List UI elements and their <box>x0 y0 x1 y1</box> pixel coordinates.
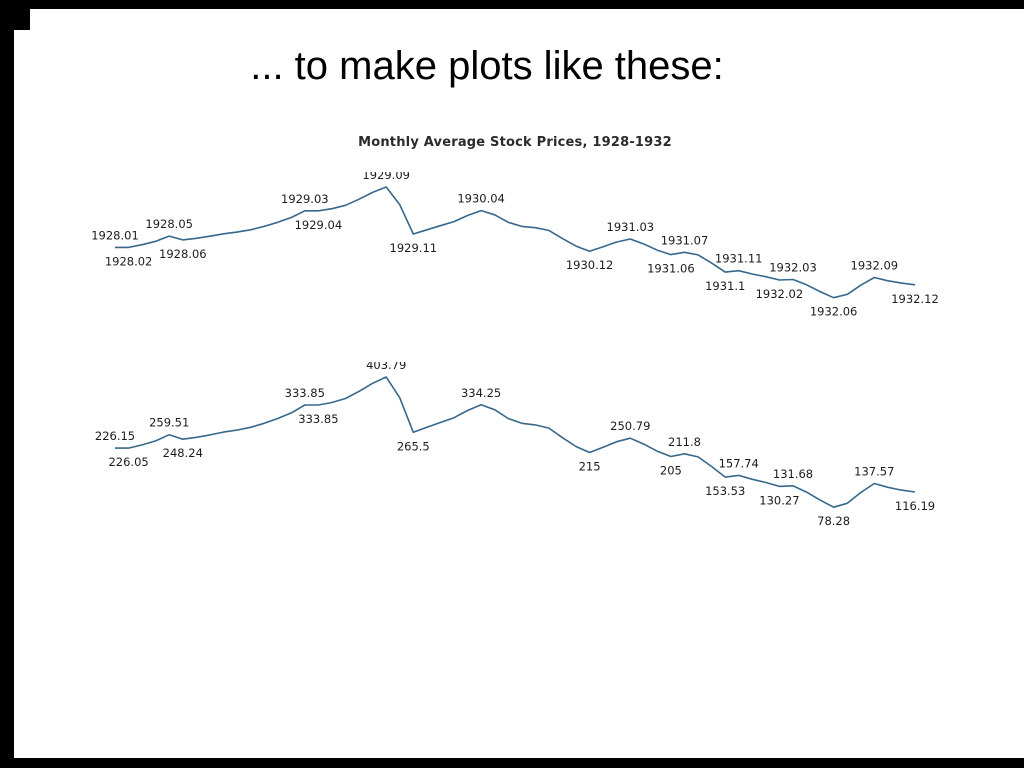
point-label: 1929.04 <box>295 218 343 232</box>
point-label: 1929.09 <box>362 172 410 182</box>
point-label: 1931.03 <box>607 220 655 234</box>
stock-price-chart-value-labels: 226.15 226.05 259.51 248.24 333.85 333.85 403.… <box>95 362 935 528</box>
point-label: 1932.03 <box>769 261 817 275</box>
point-label: 1932.12 <box>891 292 939 306</box>
point-label: 1928.05 <box>145 217 193 231</box>
price-line <box>115 376 916 508</box>
point-label: 333.85 <box>298 412 338 426</box>
point-label: 1932.09 <box>851 259 899 273</box>
point-label: 1929.11 <box>390 241 438 255</box>
point-label: 248.24 <box>163 446 203 460</box>
point-label: 333.85 <box>285 386 325 400</box>
point-label: 1930.04 <box>457 192 505 206</box>
point-label: 1931.07 <box>661 233 709 247</box>
point-label: 215 <box>579 460 601 474</box>
point-label: 78.28 <box>817 514 850 528</box>
point-label: 205 <box>660 464 682 478</box>
price-line <box>115 186 916 299</box>
point-label: 250.79 <box>610 419 650 433</box>
bottom-border-bar <box>0 758 1024 768</box>
point-label: 1932.06 <box>810 305 858 319</box>
point-label: 1931.11 <box>715 252 763 266</box>
point-label: 131.68 <box>773 467 813 481</box>
point-label: 1931.1 <box>705 279 745 293</box>
point-label: 157.74 <box>719 456 759 470</box>
point-label: 211.8 <box>668 435 701 449</box>
top-border-bar <box>0 0 1024 9</box>
point-label: 403.79 <box>366 362 406 372</box>
point-label: 153.53 <box>705 484 745 498</box>
chart-title: Monthly Average Stock Prices, 1928-1932 <box>358 135 672 150</box>
point-label: 265.5 <box>397 439 430 453</box>
point-label: 1929.03 <box>281 192 329 206</box>
stock-price-chart-date-labels: 1928.01 1928.02 1928.05 1928.06 1929.03 1929.… <box>91 172 939 319</box>
point-label: 1931.06 <box>647 262 695 276</box>
point-label: 226.15 <box>95 429 135 443</box>
point-label: 334.25 <box>461 386 501 400</box>
point-label: 1928.02 <box>105 254 153 268</box>
point-label: 226.05 <box>108 455 148 469</box>
point-label: 1930.12 <box>566 258 614 272</box>
point-label: 259.51 <box>149 416 189 430</box>
point-label: 130.27 <box>759 493 799 507</box>
point-label: 137.57 <box>854 465 894 479</box>
left-border-bar <box>0 0 14 768</box>
slide-title: ... to make plots like these: <box>250 44 724 88</box>
point-label: 1932.02 <box>756 287 804 301</box>
point-label: 116.19 <box>895 499 935 513</box>
point-label: 1928.06 <box>159 247 207 261</box>
point-label: 1928.01 <box>91 228 139 242</box>
